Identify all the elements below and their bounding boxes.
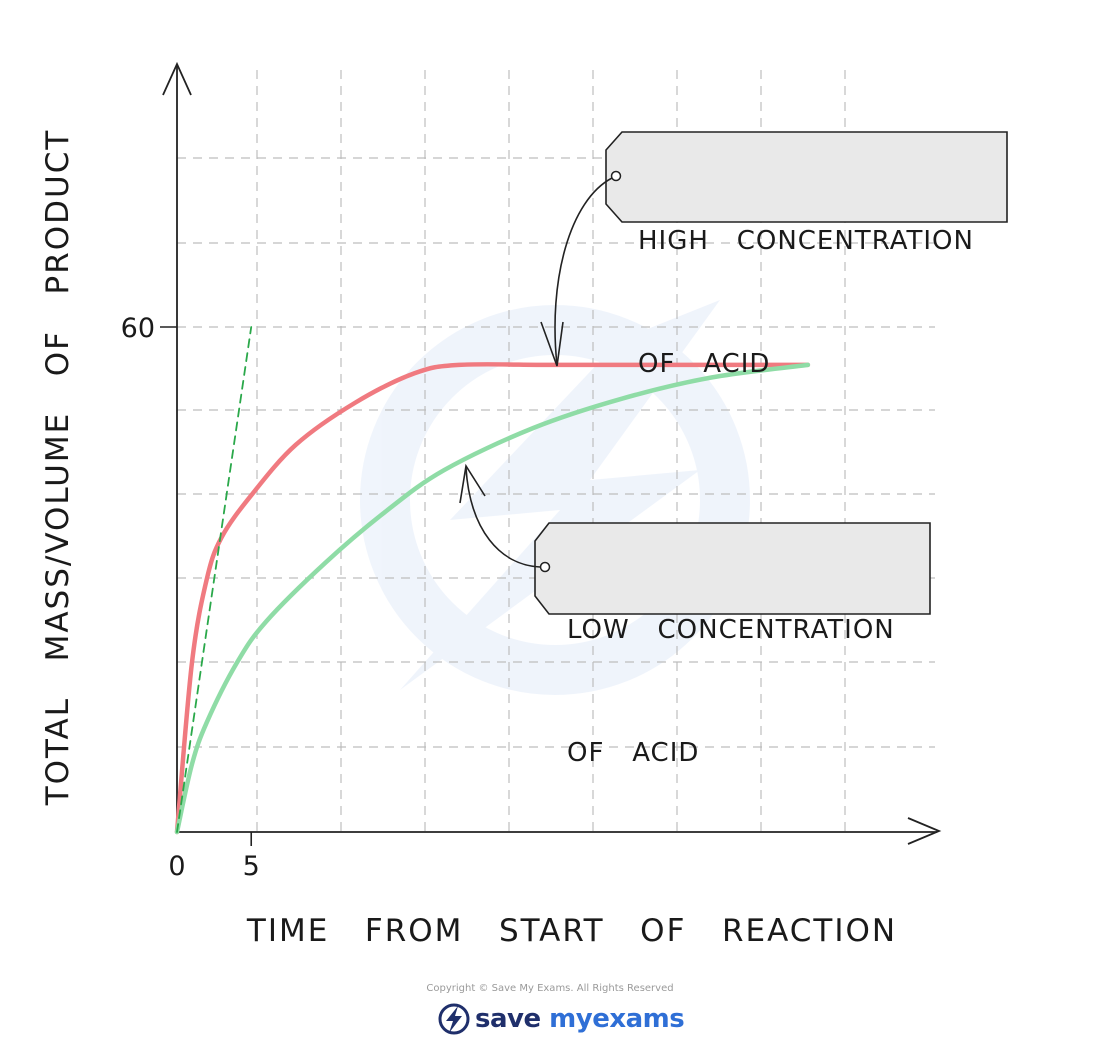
high-callout-arrow: [554, 177, 613, 366]
save-my-exams-logo: save myexams: [437, 1002, 685, 1036]
x-axis-label: TIME FROM START OF REACTION: [246, 913, 898, 949]
tangent-line: [176, 326, 253, 833]
y-tick-label-0: 60: [121, 313, 155, 344]
series-layer: [174, 326, 811, 835]
ticks: 60 0 5: [121, 313, 260, 882]
low-callout-text: LOW CONCENTRATION OF ACID: [567, 528, 895, 815]
series-line-0: [174, 362, 811, 835]
logo-text-exams: exams: [592, 1004, 685, 1034]
low-callout-arrow: [465, 467, 541, 568]
logo-text-save: save: [475, 1004, 541, 1034]
logo-text: save myexams: [475, 1004, 685, 1034]
callouts: [459, 131, 1008, 615]
low-callout-line-1: LOW CONCENTRATION: [567, 615, 895, 645]
high-callout-box: [605, 131, 1008, 223]
x-tick-label-0: 0: [168, 851, 185, 882]
high-callout-arrowhead: [540, 321, 564, 367]
y-axis-label: TOTAL MASS/VOLUME OF PRODUCT: [40, 128, 76, 806]
x-tick-label-1: 5: [243, 851, 260, 882]
copyright-text: Copyright © Save My Exams. All Rights Re…: [426, 983, 674, 994]
high-callout-line-1: HIGH CONCENTRATION: [638, 226, 974, 256]
low-callout-line-2: OF ACID: [567, 738, 700, 768]
logo-text-my: my: [549, 1004, 593, 1034]
lightning-bolt-icon: [438, 1003, 470, 1035]
high-callout-text: HIGH CONCENTRATION OF ACID: [638, 139, 974, 426]
low-callout-dot: [539, 561, 551, 573]
y-axis-arrowhead: [162, 61, 192, 96]
series-line-1: [174, 362, 811, 835]
x-axis-arrowhead: [907, 817, 942, 845]
low-callout-arrowhead: [459, 463, 486, 504]
high-callout-dot: [610, 170, 622, 182]
axes: [162, 61, 942, 845]
low-callout-box: [534, 522, 931, 615]
high-callout-line-2: OF ACID: [638, 349, 771, 379]
